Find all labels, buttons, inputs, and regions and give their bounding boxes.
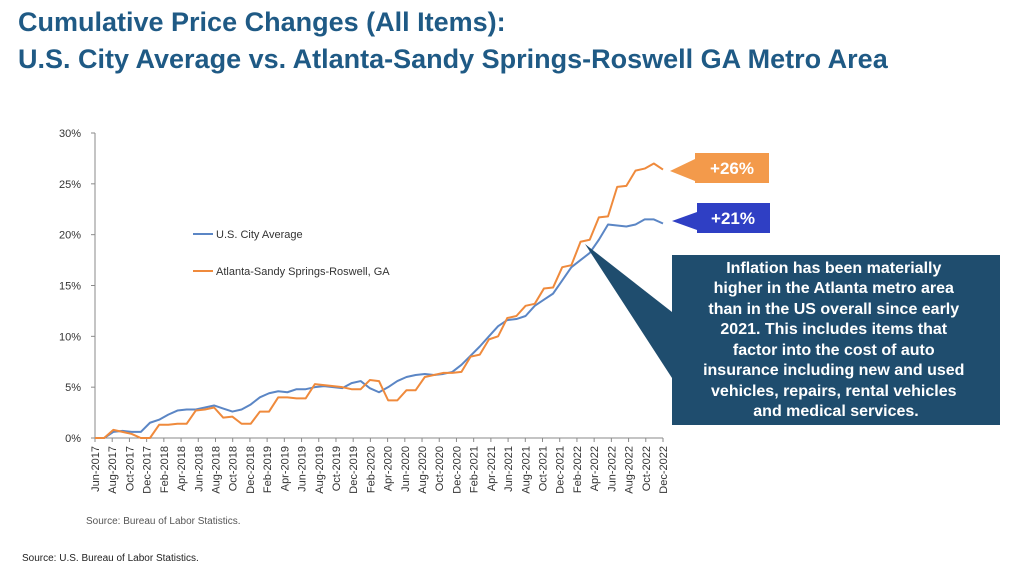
- x-tick-label: Oct-2019: [331, 446, 343, 491]
- x-axis: Jun-2017 Aug-2017 Oct-2017 Dec-2017 Feb-2018…: [90, 437, 670, 494]
- x-tick-label: Jun-2019: [297, 446, 309, 492]
- x-tick-label: Dec-2022: [658, 446, 670, 494]
- x-tick-label: Jun-2021: [503, 446, 515, 492]
- x-tick-label: Jun-2022: [606, 446, 618, 492]
- x-tick-label: Aug-2020: [417, 446, 429, 494]
- inflation-callout: Inflation has been materially higher in …: [585, 244, 1000, 425]
- x-tick-label: Aug-2021: [520, 446, 532, 494]
- x-tick-label: Oct-2021: [538, 446, 550, 491]
- atlanta-badge-pointer: [670, 159, 695, 181]
- callout-line: and medical services.: [753, 403, 918, 420]
- x-tick-label: Dec-2018: [245, 446, 257, 494]
- atlanta-badge-label: +26%: [710, 159, 754, 178]
- callout-line: factor into the cost of auto: [733, 342, 935, 359]
- x-tick-label: Oct-2020: [434, 446, 446, 491]
- callout-text: Inflation has been materially higher in …: [703, 260, 969, 420]
- x-tick-label: Apr-2020: [383, 446, 395, 491]
- x-tick-label: Jun-2017: [90, 446, 102, 492]
- x-tick-label: Apr-2018: [176, 446, 188, 491]
- atlanta-badge-box: [695, 153, 769, 183]
- y-tick-label: 15%: [59, 281, 81, 293]
- us-badge-box: [697, 203, 770, 233]
- title-line-2: U.S. City Average vs. Atlanta-Sandy Spri…: [18, 44, 888, 74]
- x-tick-label: Dec-2021: [555, 446, 567, 494]
- y-tick-label: 10%: [59, 331, 81, 343]
- x-tick-label: Dec-2017: [142, 446, 154, 494]
- y-tick-label: 30%: [59, 128, 81, 140]
- chart-source-note: Source: Bureau of Labor Statistics.: [86, 516, 241, 527]
- title-line-1: Cumulative Price Changes (All Items):: [18, 7, 506, 37]
- x-tick-label: Aug-2018: [210, 446, 222, 494]
- x-tick-label: Jun-2018: [193, 446, 205, 492]
- x-tick-label: Oct-2022: [641, 446, 653, 491]
- y-axis: 0% 5% 10% 15% 20% 25% 30%: [59, 128, 96, 445]
- x-tick-label: Apr-2021: [486, 446, 498, 491]
- series-layer: [95, 162, 664, 439]
- x-tick-label: Feb-2019: [262, 446, 274, 493]
- callout-box: [672, 255, 1000, 425]
- series-line-atlanta: [95, 162, 664, 439]
- x-tick-label: Feb-2021: [469, 446, 481, 493]
- us-badge-pointer: [672, 212, 697, 230]
- x-tick-label: Aug-2017: [107, 446, 119, 494]
- x-tick-label: Feb-2022: [572, 446, 584, 493]
- callout-line: insurance including new and used: [703, 362, 964, 379]
- callout-line: Inflation has been materially: [726, 260, 941, 277]
- x-tick-label: Apr-2022: [589, 446, 601, 491]
- x-tick-label: Feb-2020: [365, 446, 377, 493]
- us-end-badge: +21%: [672, 203, 770, 233]
- atlanta-end-badge: +26%: [670, 153, 769, 183]
- x-tick-label: Dec-2020: [451, 446, 463, 494]
- x-tick-label: Feb-2018: [159, 446, 171, 493]
- callout-line: vehicles, repairs, rental vehicles: [711, 383, 957, 400]
- x-tick-label: Aug-2019: [314, 446, 326, 494]
- callout-line: than in the US overall since early: [708, 301, 959, 318]
- us-badge-label: +21%: [711, 209, 755, 228]
- y-tick-label: 0%: [65, 433, 81, 445]
- x-tick-label: Aug-2022: [624, 446, 636, 494]
- callout-pointer: [585, 244, 672, 378]
- x-tick-label: Oct-2017: [124, 446, 136, 491]
- legend-label-atlanta: Atlanta-Sandy Springs-Roswell, GA: [216, 266, 390, 278]
- y-tick-label: 25%: [59, 179, 81, 191]
- x-tick-label: Dec-2019: [348, 446, 360, 494]
- x-tick-label: Oct-2018: [228, 446, 240, 491]
- page-title: Cumulative Price Changes (All Items): U.…: [18, 4, 888, 78]
- callout-line: higher in the Atlanta metro area: [714, 280, 954, 297]
- y-tick-label: 20%: [59, 230, 81, 242]
- y-tick-label: 5%: [65, 382, 81, 394]
- footer-source: Source: U.S. Bureau of Labor Statistics.: [22, 553, 199, 564]
- legend: U.S. City Average Atlanta-Sandy Springs-…: [193, 229, 390, 278]
- series-line-us-city-average: [95, 218, 664, 439]
- x-tick-label: Jun-2020: [400, 446, 412, 492]
- callout-line: 2021. This includes items that: [720, 321, 947, 338]
- legend-label-us: U.S. City Average: [216, 229, 303, 241]
- x-tick-label: Apr-2019: [279, 446, 291, 491]
